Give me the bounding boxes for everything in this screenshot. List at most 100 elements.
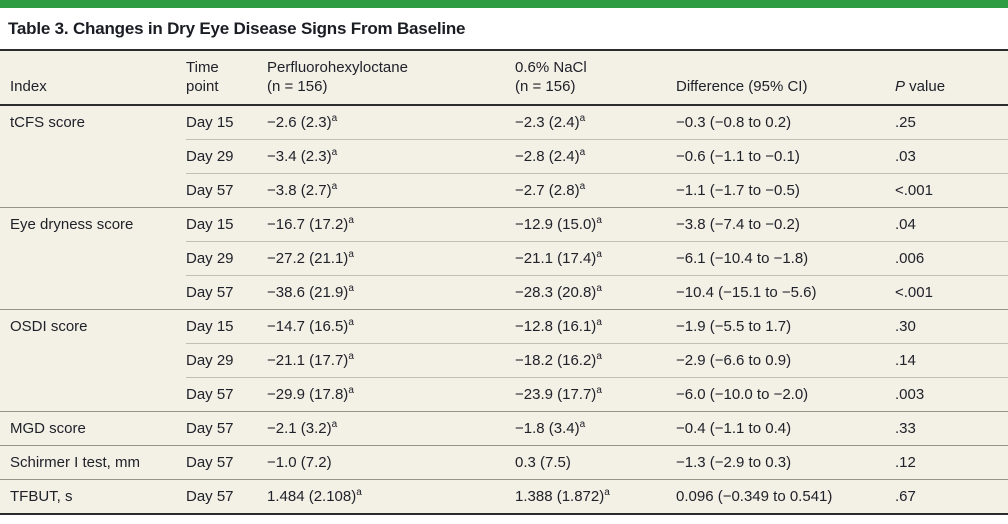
nacl-cell: −28.3 (20.8)a xyxy=(515,275,676,310)
header-pfho-line2: (n = 156) xyxy=(267,78,328,95)
p-value-cell: <.001 xyxy=(895,275,1008,310)
pfho-cell: −29.9 (17.8)a xyxy=(267,377,515,412)
footnote-marker: a xyxy=(348,249,354,260)
header-perfluorohexyloctane: Perfluorohexyloctane (n = 156) xyxy=(267,50,515,106)
header-row: Index Time point Perfluorohexyloctane (n… xyxy=(0,50,1008,106)
pfho-cell: 1.484 (2.108)a xyxy=(267,479,515,514)
difference-cell: −6.0 (−10.0 to −2.0) xyxy=(676,377,895,412)
table-row: OSDI score Day 15 −14.7 (16.5)a −12.8 (16.1… xyxy=(0,309,1008,344)
nacl-cell: −2.7 (2.8)a xyxy=(515,173,676,208)
nacl-cell: −12.8 (16.1)a xyxy=(515,309,676,344)
time-point-cell: Day 29 xyxy=(186,241,267,276)
pfho-cell: −2.1 (3.2)a xyxy=(267,411,515,446)
time-point-cell: Day 15 xyxy=(186,114,234,131)
footnote-marker: a xyxy=(579,113,586,124)
difference-cell: −0.6 (−1.1 to −0.1) xyxy=(676,139,895,174)
nacl-cell: 0.3 (7.5) xyxy=(515,445,676,480)
time-point-cell: Day 15 xyxy=(186,309,267,344)
pfho-cell: −16.7 (17.2)a xyxy=(267,207,515,242)
difference-cell: −1.3 (−2.9 to 0.3) xyxy=(676,445,895,480)
difference-cell: −0.4 (−1.1 to 0.4) xyxy=(676,411,895,446)
index-cell xyxy=(0,378,186,412)
table-body: tCFS score Day 15 −2.6 (2.3)a −2.3 (2.4)a −0… xyxy=(0,105,1008,514)
table-row: MGD score Day 57 −2.1 (3.2)a −1.8 (3.4)a −0.… xyxy=(0,411,1008,446)
nacl-cell: −18.2 (16.2)a xyxy=(515,343,676,378)
footnote-marker: a xyxy=(579,419,586,430)
time-point-cell: Day 57 xyxy=(186,377,267,412)
nacl-cell: −23.9 (17.7)a xyxy=(515,377,676,412)
header-nacl-line2: (n = 156) xyxy=(515,78,576,95)
dry-eye-signs-table: Index Time point Perfluorohexyloctane (n… xyxy=(0,49,1008,515)
p-value-cell: .006 xyxy=(895,241,1008,276)
header-p-value: P value xyxy=(895,50,1008,106)
time-point-cell: Day 29 xyxy=(186,139,267,174)
header-time-line1: Time xyxy=(186,59,219,76)
table-row: Day 57 −38.6 (21.9)a −28.3 (20.8)a −10.4 (−… xyxy=(0,275,1008,310)
time-point-cell: Day 57 xyxy=(186,411,267,446)
header-time-line2: point xyxy=(186,78,219,95)
time-point-cell: Day 57 xyxy=(186,479,267,514)
footnote-marker: a xyxy=(348,317,354,328)
nacl-cell: −2.8 (2.4)a xyxy=(515,139,676,174)
footnote-marker: a xyxy=(596,317,602,328)
accent-bar xyxy=(0,0,1008,8)
footnote-marker: a xyxy=(356,487,362,498)
table-header: Index Time point Perfluorohexyloctane (n… xyxy=(0,50,1008,106)
pfho-cell: −3.4 (2.3)a xyxy=(267,139,515,174)
difference-cell: −0.3 (−0.8 to 0.2) xyxy=(676,114,792,131)
footnote-marker: a xyxy=(596,385,602,396)
footnote-marker: a xyxy=(331,419,338,430)
nacl-cell: −21.1 (17.4)a xyxy=(515,241,676,276)
time-point-cell: Day 15 xyxy=(186,207,267,242)
nacl-cell: 1.388 (1.872)a xyxy=(515,479,676,514)
header-p-rest: value xyxy=(905,78,946,95)
header-nacl: 0.6% NaCl (n = 156) xyxy=(515,50,676,106)
pfho-cell: −38.6 (21.9)a xyxy=(267,275,515,310)
footnote-marker: a xyxy=(596,249,602,260)
nacl-cell: −12.9 (15.0)a xyxy=(515,207,676,242)
table-row: Eye dryness score Day 15 −16.7 (17.2)a −12.… xyxy=(0,207,1008,242)
p-value-cell: .30 xyxy=(895,309,1008,344)
pfho-cell: −21.1 (17.7)a xyxy=(267,343,515,378)
index-cell xyxy=(0,276,186,310)
header-difference: Difference (95% CI) xyxy=(676,50,895,106)
difference-cell: −10.4 (−15.1 to −5.6) xyxy=(676,275,895,310)
index-cell: MGD score xyxy=(0,411,186,446)
footnote-marker: a xyxy=(331,113,338,124)
time-point-cell: Day 57 xyxy=(186,275,267,310)
index-cell: tCFS score xyxy=(10,114,86,131)
pfho-cell: −27.2 (21.1)a xyxy=(267,241,515,276)
table-row: Day 57 −3.8 (2.7)a −2.7 (2.8)a −1.1 (−1.7 t… xyxy=(0,173,1008,208)
table-row: TFBUT, s Day 57 1.484 (2.108)a 1.388 (1.872… xyxy=(0,479,1008,514)
index-cell xyxy=(0,174,186,208)
p-value-cell: .003 xyxy=(895,377,1008,412)
footnote-marker: a xyxy=(348,351,354,362)
header-time-point: Time point xyxy=(186,50,267,106)
difference-cell: −1.9 (−5.5 to 1.7) xyxy=(676,309,895,344)
index-cell: TFBUT, s xyxy=(0,479,186,514)
header-pfho-line1: Perfluorohexyloctane xyxy=(267,59,408,76)
footnote-marker: a xyxy=(348,385,354,396)
footnote-marker: a xyxy=(348,215,354,226)
p-value-cell: .25 xyxy=(895,114,916,131)
pfho-cell: −14.7 (16.5)a xyxy=(267,309,515,344)
p-value-cell: .04 xyxy=(895,207,1008,242)
difference-cell: 0.096 (−0.349 to 0.541) xyxy=(676,479,895,514)
p-value-cell: .12 xyxy=(895,445,1008,480)
p-value-cell: .67 xyxy=(895,479,1008,514)
table-row: Day 29 −21.1 (17.7)a −18.2 (16.2)a −2.9 (−6… xyxy=(0,343,1008,378)
footnote-marker: a xyxy=(596,351,602,362)
table-row: Day 57 −29.9 (17.8)a −23.9 (17.7)a −6.0 (−1… xyxy=(0,377,1008,412)
footnote-marker: a xyxy=(604,487,610,498)
index-cell: OSDI score xyxy=(0,309,186,344)
pfho-cell: −1.0 (7.2) xyxy=(267,445,515,480)
p-value-cell: .14 xyxy=(895,343,1008,378)
footnote-marker: a xyxy=(331,147,338,158)
footnote-marker: a xyxy=(579,147,586,158)
footnote-marker: a xyxy=(596,215,602,226)
index-cell: Eye dryness score xyxy=(0,207,186,242)
time-point-cell: Day 57 xyxy=(186,173,267,208)
p-value-cell: .03 xyxy=(895,139,1008,174)
index-cell xyxy=(0,140,186,174)
table-row: Day 29 −3.4 (2.3)a −2.8 (2.4)a −0.6 (−1.1 t… xyxy=(0,139,1008,174)
